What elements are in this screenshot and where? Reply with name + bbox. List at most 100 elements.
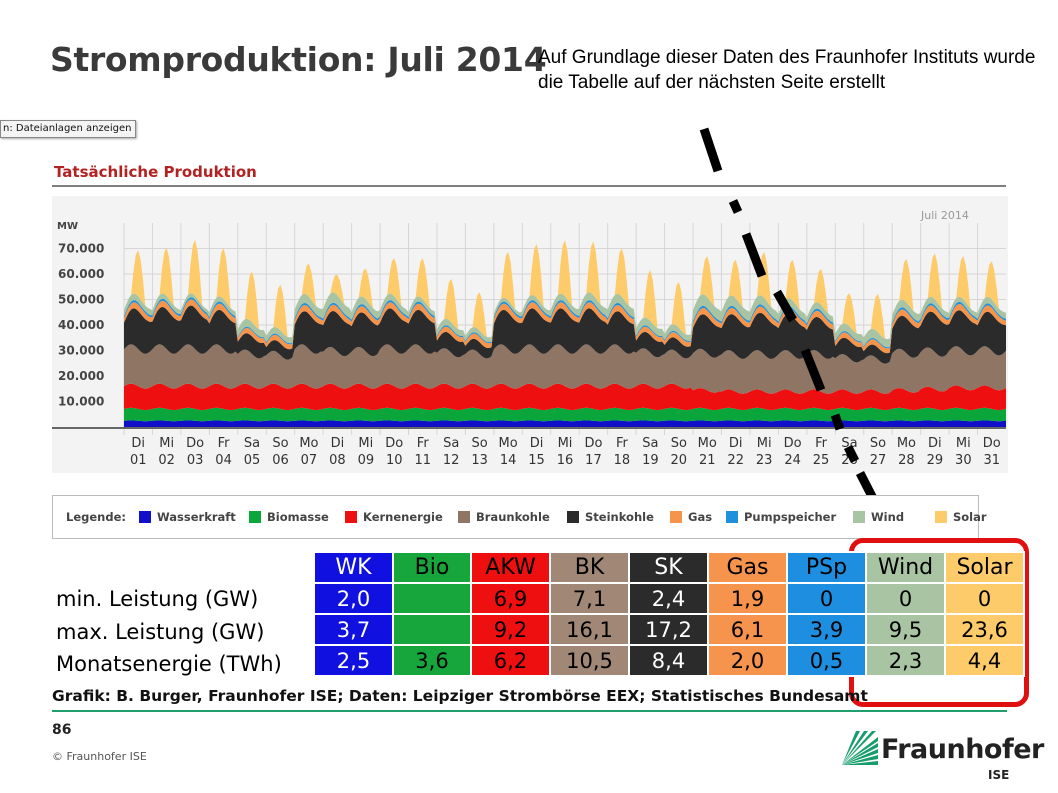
x-tick-weekday: Fr xyxy=(815,436,828,451)
x-tick-weekday: Mo xyxy=(698,436,717,451)
row-label-min: min. Leistung (GW) xyxy=(56,587,259,611)
footer-rule xyxy=(52,710,1007,712)
table-cell: 0 xyxy=(865,582,946,615)
legend-item-steinkohle: Steinkohle xyxy=(567,510,654,524)
x-tick-weekday: Mi xyxy=(757,436,772,451)
brand-name: Fraunhofer xyxy=(881,734,1044,765)
table-row: 3,7 9,2 16,1 17,2 6,1 3,9 9,5 23,6 xyxy=(313,613,1025,646)
table-cell: 7,1 xyxy=(549,582,630,615)
arrow-dash xyxy=(728,199,743,214)
y-axis-label: MW xyxy=(57,221,78,232)
arrow-dash xyxy=(800,348,826,392)
table-cell: 9,2 xyxy=(470,613,551,646)
show-attachments-tooltip[interactable]: n: Dateianlagen anzeigen xyxy=(0,120,137,138)
table-cell: 2,3 xyxy=(865,644,946,677)
x-tick-day: 09 xyxy=(358,453,375,468)
x-tick-weekday: Mi xyxy=(558,436,573,451)
x-tick-day: 10 xyxy=(386,453,403,468)
table-header-row: WK Bio AKW BK SK Gas PSp Wind Solar xyxy=(313,551,1025,584)
x-tick-weekday: So xyxy=(870,436,886,451)
x-tick-weekday: Sa xyxy=(841,436,857,451)
table-cell: 0,5 xyxy=(786,644,867,677)
series-area-wasserkraft xyxy=(124,420,1006,427)
arrow-dash xyxy=(741,232,767,278)
x-tick-weekday: Do xyxy=(983,436,1001,451)
x-tick-weekday: Do xyxy=(385,436,403,451)
table-cell: 23,6 xyxy=(944,613,1025,646)
legend-item-pumpspeicher: Pumpspeicher xyxy=(726,510,836,524)
x-tick-day: 01 xyxy=(130,453,147,468)
table-row: 2,5 3,6 6,2 10,5 8,4 2,0 0,5 2,3 4,4 xyxy=(313,644,1025,677)
x-tick-weekday: Di xyxy=(729,436,743,451)
table-cell xyxy=(392,613,472,646)
legend-swatch xyxy=(726,511,738,523)
x-tick-day: 18 xyxy=(614,453,631,468)
series-area-biomasse xyxy=(124,407,1006,422)
annotation-text: Auf Grundlage dieser Daten des Fraunhofe… xyxy=(538,47,1036,93)
table-cell: 3,7 xyxy=(313,613,394,646)
x-tick-weekday: Di xyxy=(131,436,145,451)
table-header-sk: SK xyxy=(628,551,709,584)
x-tick-day: 27 xyxy=(870,453,887,468)
table-cell: 2,5 xyxy=(313,644,394,677)
x-tick-day: 30 xyxy=(955,453,972,468)
x-tick-weekday: Do xyxy=(784,436,802,451)
y-tick-label: 30.000 xyxy=(58,344,104,358)
legend-item-kernenergie: Kernenergie xyxy=(345,510,443,524)
table-cell: 1,9 xyxy=(707,582,788,615)
x-tick-day: 14 xyxy=(500,453,517,468)
x-tick-weekday: Fr xyxy=(616,436,629,451)
x-tick-day: 06 xyxy=(272,453,289,468)
x-tick-weekday: Mo xyxy=(299,436,318,451)
source-note: Grafik: B. Burger, Fraunhofer ISE; Daten… xyxy=(52,687,868,705)
legend-label: Wind xyxy=(871,510,905,524)
x-tick-weekday: Mo xyxy=(897,436,916,451)
table-cell: 0 xyxy=(786,582,867,615)
x-tick-weekday: So xyxy=(671,436,687,451)
x-tick-weekday: Di xyxy=(530,436,544,451)
legend-label: Gas xyxy=(688,510,713,524)
legend-item-wasserkraft: Wasserkraft xyxy=(139,510,236,524)
table-header-wk: WK xyxy=(313,551,394,584)
table-header-gas: Gas xyxy=(707,551,788,584)
legend-label: Pumpspeicher xyxy=(744,510,837,524)
x-tick-weekday: So xyxy=(272,436,288,451)
x-tick-day: 05 xyxy=(244,453,261,468)
y-tick-label: 60.000 xyxy=(58,267,104,281)
x-tick-day: 12 xyxy=(443,453,460,468)
x-tick-day: 21 xyxy=(699,453,716,468)
x-tick-weekday: Sa xyxy=(443,436,459,451)
x-tick-day: 17 xyxy=(585,453,602,468)
legend-swatch xyxy=(249,511,261,523)
chart-title: Tatsächliche Produktion xyxy=(54,163,257,181)
table-cell: 3,9 xyxy=(786,613,867,646)
x-tick-weekday: Fr xyxy=(417,436,430,451)
table-cell: 2,0 xyxy=(707,644,788,677)
table-cell: 4,4 xyxy=(944,644,1025,677)
table-cell: 17,2 xyxy=(628,613,709,646)
table-header-wind: Wind xyxy=(865,551,946,584)
y-tick-label: 10.000 xyxy=(58,395,104,409)
x-tick-day: 15 xyxy=(528,453,545,468)
table-header-bk: BK xyxy=(549,551,630,584)
page-number: 86 xyxy=(52,722,72,738)
table-cell: 6,9 xyxy=(470,582,551,615)
legend-swatch xyxy=(567,511,579,523)
x-tick-weekday: Di xyxy=(331,436,345,451)
table-cell xyxy=(392,582,472,615)
legend-label: Steinkohle xyxy=(585,510,654,524)
brand-sub: ISE xyxy=(988,768,1010,782)
x-tick-weekday: Sa xyxy=(244,436,260,451)
legend-label: Braunkohle xyxy=(476,510,550,524)
axis-layer: 70.000 60.000 50.000 40.000 30.000 20.000 10.0… xyxy=(52,209,1006,468)
legend-item-gas: Gas xyxy=(670,510,712,524)
x-tick-day: 04 xyxy=(215,453,232,468)
legend-item-braunkohle: Braunkohle xyxy=(458,510,550,524)
legend-title: Legende: xyxy=(66,510,126,524)
x-tick-day: 19 xyxy=(642,453,659,468)
legend-item-wind: Wind xyxy=(853,510,904,524)
table-cell: 10,5 xyxy=(549,644,630,677)
x-tick-day: 13 xyxy=(471,453,488,468)
legend-label: Solar xyxy=(953,510,987,524)
